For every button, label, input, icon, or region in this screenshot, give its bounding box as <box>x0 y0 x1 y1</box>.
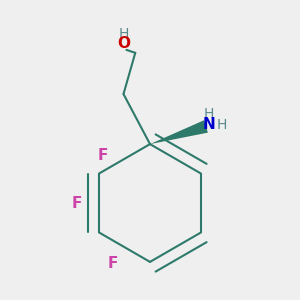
Text: H: H <box>217 118 227 132</box>
Polygon shape <box>150 120 208 144</box>
Text: O: O <box>117 37 130 52</box>
Text: H: H <box>204 107 214 121</box>
Text: F: F <box>97 148 108 164</box>
Text: N: N <box>202 118 215 133</box>
Text: F: F <box>107 256 118 271</box>
Text: F: F <box>72 196 82 211</box>
Text: H: H <box>118 27 129 41</box>
